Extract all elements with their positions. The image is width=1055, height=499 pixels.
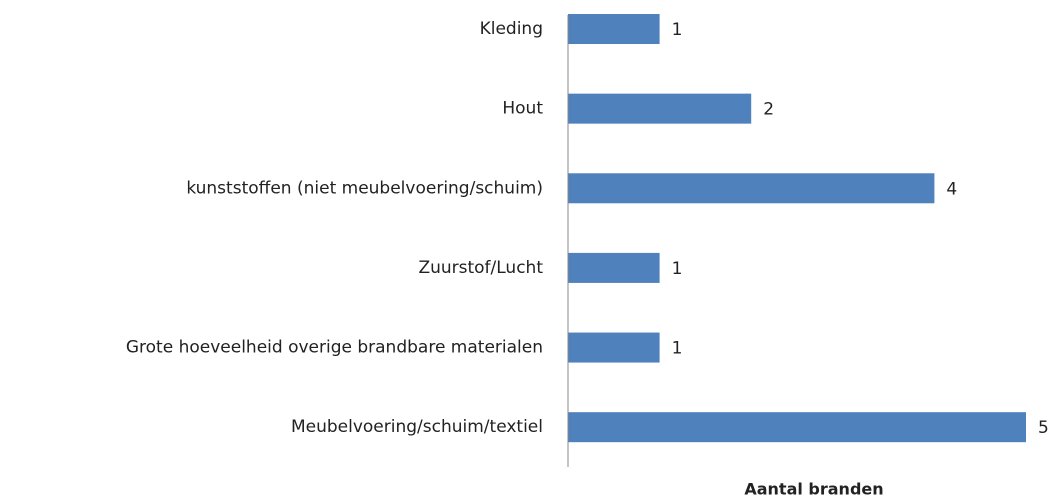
bar — [568, 332, 660, 363]
value-label: 5 — [1038, 418, 1049, 438]
bar — [568, 252, 660, 283]
y-tick-label: Zuurstof/Lucht — [418, 258, 543, 278]
y-tick-label: Kleding — [480, 19, 543, 39]
value-label: 1 — [672, 259, 683, 279]
bar — [568, 412, 1026, 443]
value-label: 4 — [946, 179, 957, 199]
bar — [568, 14, 660, 45]
y-tick-label: Meubelvoering/schuim/textiel — [291, 417, 543, 437]
value-label: 2 — [763, 100, 774, 120]
bar — [568, 173, 935, 204]
y-tick-label: kunststoffen (niet meubelvoering/schuim) — [186, 178, 543, 198]
y-tick-label: Grote hoeveelheid overige brandbare mate… — [126, 338, 543, 358]
x-axis-title: Aantal branden — [744, 480, 883, 499]
value-label: 1 — [672, 20, 683, 40]
bar — [568, 93, 752, 124]
y-tick-label: Hout — [502, 99, 543, 119]
value-label: 1 — [672, 339, 683, 359]
